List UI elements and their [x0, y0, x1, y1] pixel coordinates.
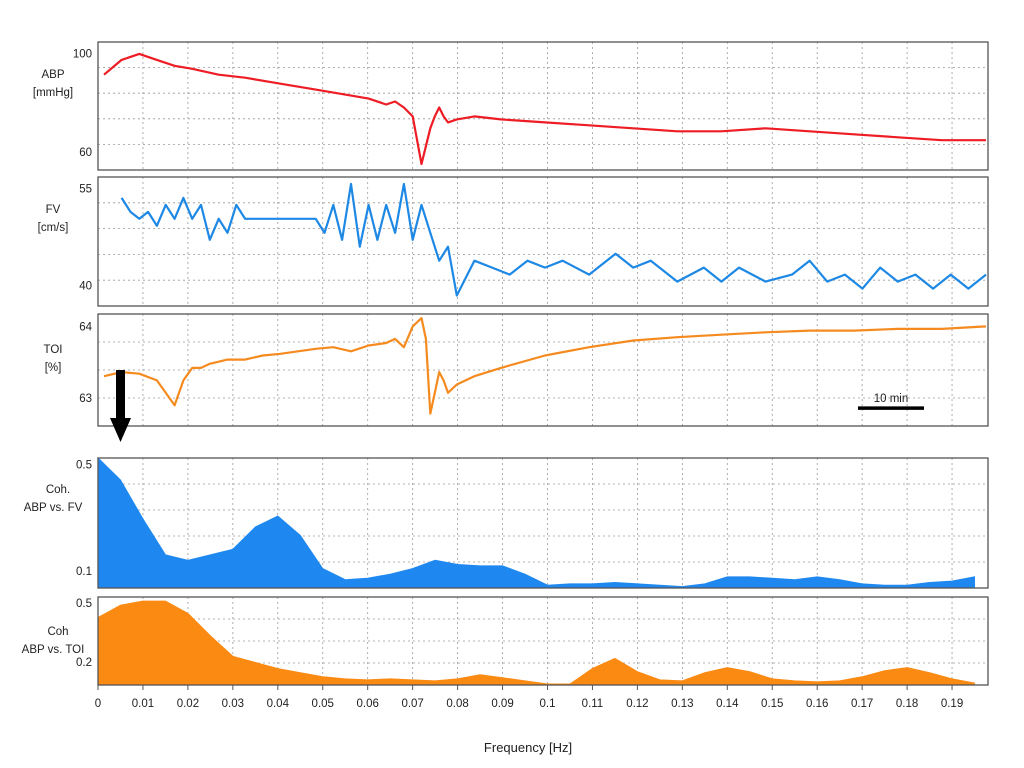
x-tick-label: 0	[95, 698, 101, 710]
y-tick-label: 0.5	[76, 460, 92, 472]
x-tick-label: 0.17	[851, 698, 873, 710]
x-tick-label: 0.18	[896, 698, 918, 710]
x-tick-label: 0.13	[671, 698, 693, 710]
x-tick-label: 0.11	[582, 698, 604, 710]
x-tick-label: 0.08	[446, 698, 468, 710]
y-axis-label: [cm/s]	[38, 222, 69, 234]
y-axis-label: [%]	[45, 362, 62, 374]
x-tick-label: 0.04	[267, 698, 290, 710]
y-axis-label: Coh.	[46, 484, 70, 496]
panel-frame	[97, 313, 989, 427]
x-tick-label: 0.19	[941, 698, 963, 710]
x-tick-label: 0.03	[222, 698, 244, 710]
y-tick-label: 63	[79, 393, 92, 405]
y-tick-label: 55	[79, 184, 92, 196]
x-axis-label: Frequency [Hz]	[484, 740, 572, 755]
y-axis-label: [mmHg]	[33, 87, 73, 99]
y-tick-label: 100	[73, 49, 92, 61]
x-tick-label: 0.09	[491, 698, 513, 710]
y-tick-label: 40	[79, 280, 92, 292]
x-tick-label: 0.07	[401, 698, 423, 710]
chart-panels: 100 60 ABP [mmHg] 55 40 FV [cm/s] 64 63 TOI [%] 10 m…	[22, 41, 989, 686]
panel-frame	[97, 176, 989, 307]
x-tick-label: 0.02	[177, 698, 199, 710]
y-tick-label: 0.2	[76, 657, 92, 669]
y-tick-label: 64	[79, 321, 92, 333]
panel-frame	[97, 457, 989, 589]
x-tick-label: 0.1	[539, 698, 555, 710]
arrow-head	[110, 418, 131, 442]
x-tick-label: 0.15	[761, 698, 783, 710]
y-axis-label: FV	[46, 204, 61, 216]
frequency-axis: 0 0.01 0.02 0.03 0.04 0.05 0.06 0.07 0.08 0.09 0.1…	[95, 685, 963, 710]
y-tick-label: 0.1	[76, 566, 92, 578]
y-tick-label: 0.5	[76, 598, 92, 610]
x-tick-label: 0.05	[312, 698, 334, 710]
scale-bar-label: 10 min	[874, 393, 909, 405]
trace-fv	[120, 182, 987, 297]
y-axis-label: Coh	[47, 626, 68, 638]
down-arrow-marker	[110, 370, 131, 442]
y-tick-label: 60	[79, 147, 92, 159]
y-axis-label: ABP	[41, 69, 64, 81]
panel-abp: 100 60 ABP [mmHg]	[33, 41, 989, 171]
arrow-shaft	[116, 370, 125, 420]
trace-abp	[103, 52, 986, 166]
area-coh_abp_fv	[97, 456, 975, 589]
panel-coh_abp_toi: 0.5 0.2 Coh ABP vs. TOI	[22, 596, 989, 686]
panel-frame	[97, 596, 989, 686]
panel-toi: 64 63 TOI [%] 10 min	[44, 313, 989, 427]
x-tick-label: 0.14	[716, 698, 739, 710]
area-coh_abp_toi	[97, 600, 975, 686]
x-tick-label: 0.12	[626, 698, 648, 710]
y-axis-label: TOI	[44, 344, 63, 356]
x-tick-label: 0.06	[357, 698, 379, 710]
trace-toi	[103, 317, 987, 415]
x-tick-label: 0.01	[132, 698, 154, 710]
panel-coh_abp_fv: 0.5 0.1 Coh. ABP vs. FV	[24, 456, 989, 589]
panel-frame	[97, 41, 989, 171]
panel-fv: 55 40 FV [cm/s]	[38, 176, 989, 307]
y-axis-label: ABP vs. TOI	[22, 644, 85, 656]
y-axis-label: ABP vs. FV	[24, 502, 83, 514]
x-tick-label: 0.16	[806, 698, 828, 710]
